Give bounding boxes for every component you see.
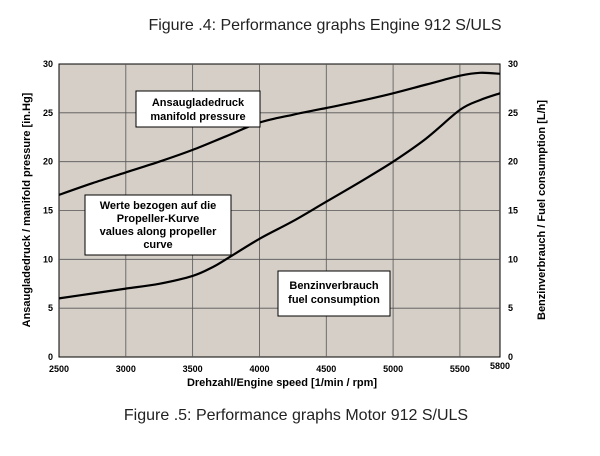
annotation-line: curve <box>143 239 172 251</box>
x-tick-label: 5800 <box>490 361 510 371</box>
y-tick-label-right: 0 <box>508 352 513 362</box>
annotation-line: manifold pressure <box>150 111 245 123</box>
figure-5-title: Figure .5: Performance graphs Motor 912 … <box>123 407 469 424</box>
annotation-line: Propeller-Kurve <box>117 213 200 225</box>
y-tick-label-right: 20 <box>508 157 518 167</box>
y-tick-label-left: 10 <box>43 254 53 264</box>
x-tick-label: 5500 <box>450 364 470 374</box>
x-tick-label: 4000 <box>249 364 269 374</box>
x-tick-label: 3500 <box>183 364 203 374</box>
series-lines <box>58 71 501 300</box>
annotation-propeller: Werte bezogen auf die Propeller-Kurve va… <box>84 194 232 256</box>
y-axis-right-label: Benzinverbrauch / Fuel consumption [L/h] <box>536 100 548 320</box>
y-tick-label-left: 0 <box>48 352 53 362</box>
series-line-fuel-consumption <box>58 92 501 300</box>
y-tick-label-right: 30 <box>508 59 518 69</box>
x-tick-label: 5000 <box>383 364 403 374</box>
y-tick-label-right: 10 <box>508 254 518 264</box>
series-line-manifold-pressure <box>58 71 501 196</box>
annotation-box <box>135 90 261 128</box>
y-tick-label-left: 20 <box>43 157 53 167</box>
annotation-line: values along propeller <box>100 226 217 238</box>
y-tick-label-left: 5 <box>48 303 53 313</box>
x-axis-label: Drehzahl/Engine speed [1/min / rpm] <box>187 377 377 389</box>
annotation-fuel: Benzinverbrauch fuel consumption <box>277 270 391 317</box>
x-tick-label: 4500 <box>316 364 336 374</box>
y-tick-label-left: 30 <box>43 59 53 69</box>
annotation-line: Ansaugladedruck <box>152 97 245 109</box>
y-axis-left-label: Ansaugladedruck / manifold pressure [in.… <box>21 92 33 327</box>
annotation-line: Werte bezogen auf die <box>100 200 217 212</box>
y-tick-label-left: 25 <box>43 108 53 118</box>
x-tick-label: 2500 <box>49 364 69 374</box>
annotation-manifold: Ansaugladedruck manifold pressure <box>135 90 261 128</box>
figure-4-title: Figure .4: Performance graphs Engine 912… <box>148 17 502 34</box>
annotation-box <box>277 270 391 317</box>
annotation-box <box>84 194 232 256</box>
y-tick-label-right: 25 <box>508 108 518 118</box>
annotation-line: Benzinverbrauch <box>289 280 379 292</box>
y-tick-label-right: 5 <box>508 303 513 313</box>
x-tick-label: 3000 <box>116 364 136 374</box>
y-tick-label-left: 15 <box>43 206 53 216</box>
y-tick-label-right: 15 <box>508 206 518 216</box>
annotation-line: fuel consumption <box>288 294 380 306</box>
